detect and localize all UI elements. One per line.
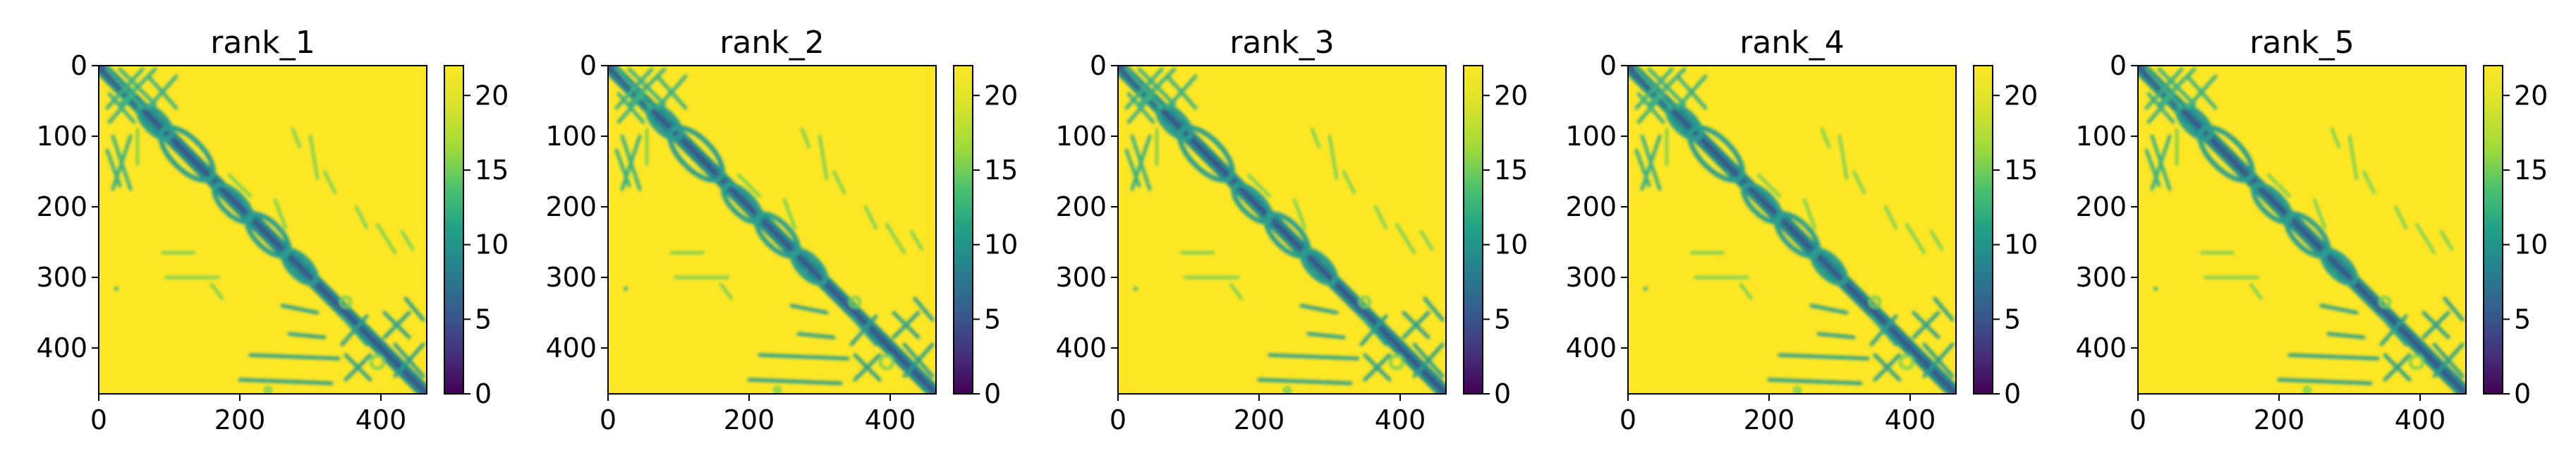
axes-frame: [98, 65, 427, 395]
panel-title: rank_3: [1229, 25, 1334, 61]
x-tick-label: 200: [2254, 404, 2305, 435]
colorbar-tick-label: 10: [2514, 229, 2548, 260]
y-tick-label: 200: [2075, 191, 2127, 222]
y-tick-label: 200: [1565, 191, 1617, 222]
panel-title: rank_5: [2249, 25, 2354, 61]
y-tick-label: 400: [545, 332, 597, 363]
y-tick-label: 0: [1600, 50, 1617, 81]
y-tick-label: 400: [36, 332, 87, 363]
colorbar-tick-label: 20: [2004, 80, 2038, 111]
colorbar-tick-label: 15: [1494, 155, 1528, 186]
colorbar-tick-label: 0: [984, 378, 1001, 409]
colorbar-tick-label: 20: [984, 80, 1018, 111]
colorbar-tick-label: 0: [2514, 378, 2531, 409]
y-tick-label: 100: [545, 121, 597, 152]
y-tick-label: 100: [1055, 121, 1107, 152]
colorbar-tick-label: 5: [2004, 303, 2021, 335]
heatmap-image: [99, 66, 427, 394]
x-tick-label: 200: [724, 404, 775, 435]
heatmap-panel-5: rank_5 0 200 400 0 100 200 300 400 0 5 10 15 20: [2075, 25, 2548, 435]
colorbar-tick-label: 5: [984, 303, 1001, 335]
colorbar: [1463, 65, 1483, 395]
x-tick-label: 0: [600, 404, 616, 435]
x-tick-label: 200: [214, 404, 266, 435]
colorbar-tick-label: 20: [475, 80, 509, 111]
y-tick-label: 0: [71, 50, 87, 81]
y-tick-label: 200: [1055, 191, 1107, 222]
y-tick-label: 100: [1565, 121, 1617, 152]
colorbar: [953, 65, 973, 395]
y-tick-label: 400: [1055, 332, 1107, 363]
panel-title: rank_2: [719, 25, 824, 61]
x-tick-label: 200: [1744, 404, 1795, 435]
y-tick-label: 300: [1055, 262, 1107, 293]
heatmap-panel-1: rank_1 0 200 400 0 100 200 300 400 0 5 10 15 20: [36, 25, 509, 435]
x-tick-label: 0: [1620, 404, 1636, 435]
y-tick-label: 200: [36, 191, 87, 222]
x-tick-label: 0: [2130, 404, 2146, 435]
colorbar-tick-label: 0: [2004, 378, 2021, 409]
y-tick-label: 300: [1565, 262, 1617, 293]
y-tick-label: 100: [36, 121, 87, 152]
x-tick-label: 400: [356, 404, 407, 435]
panel-title: rank_1: [210, 25, 315, 61]
colorbar-tick-label: 15: [2514, 155, 2548, 186]
y-tick-label: 0: [1090, 50, 1107, 81]
x-tick-label: 400: [1885, 404, 1936, 435]
y-tick-label: 200: [545, 191, 597, 222]
colorbar-tick-label: 15: [475, 155, 509, 186]
colorbar-tick-label: 0: [475, 378, 492, 409]
x-tick-label: 0: [90, 404, 107, 435]
colorbar: [1973, 65, 1993, 395]
heatmap-panel-2: rank_2 0 200 400 0 100 200 300 400 0 5 10 15 20: [545, 25, 1018, 435]
heatmap-image: [2138, 66, 2466, 394]
colorbar-tick-label: 5: [1494, 303, 1511, 335]
y-tick-label: 300: [545, 262, 597, 293]
x-tick-label: 200: [1234, 404, 1285, 435]
panel-title: rank_4: [1739, 25, 1844, 61]
colorbar-tick-label: 10: [984, 229, 1018, 260]
colorbar-tick-label: 20: [2514, 80, 2548, 111]
colorbar-tick-label: 15: [984, 155, 1018, 186]
colorbar-tick-label: 10: [1494, 229, 1528, 260]
colorbar-tick-label: 10: [2004, 229, 2038, 260]
heatmap-image: [1628, 66, 1956, 394]
y-tick-label: 0: [580, 50, 597, 81]
colorbar-tick-label: 15: [2004, 155, 2038, 186]
y-tick-label: 0: [2110, 50, 2127, 81]
colorbar-tick-label: 0: [1494, 378, 1511, 409]
axes-frame: [1117, 65, 1447, 395]
colorbar-tick-label: 5: [2514, 303, 2531, 335]
heatmap-panel-4: rank_4 0 200 400 0 100 200 300 400 0 5 10 15 20: [1565, 25, 2038, 435]
colorbar: [444, 65, 464, 395]
y-tick-label: 100: [2075, 121, 2127, 152]
colorbar-tick-label: 20: [1494, 80, 1528, 111]
x-tick-label: 400: [2395, 404, 2446, 435]
heatmap-panel-3: rank_3 0 200 400 0 100 200 300 400 0 5 10 15 20: [1055, 25, 1528, 435]
axes-frame: [607, 65, 937, 395]
x-tick-label: 400: [1375, 404, 1426, 435]
heatmap-image: [608, 66, 936, 394]
heatmap-image: [1118, 66, 1446, 394]
colorbar: [2483, 65, 2503, 395]
y-tick-label: 300: [2075, 262, 2127, 293]
x-tick-label: 0: [1110, 404, 1126, 435]
y-tick-label: 400: [2075, 332, 2127, 363]
axes-frame: [2137, 65, 2467, 395]
colorbar-tick-label: 5: [475, 303, 492, 335]
x-tick-label: 400: [865, 404, 916, 435]
y-tick-label: 400: [1565, 332, 1617, 363]
y-tick-label: 300: [36, 262, 87, 293]
axes-frame: [1627, 65, 1957, 395]
colorbar-tick-label: 10: [475, 229, 509, 260]
